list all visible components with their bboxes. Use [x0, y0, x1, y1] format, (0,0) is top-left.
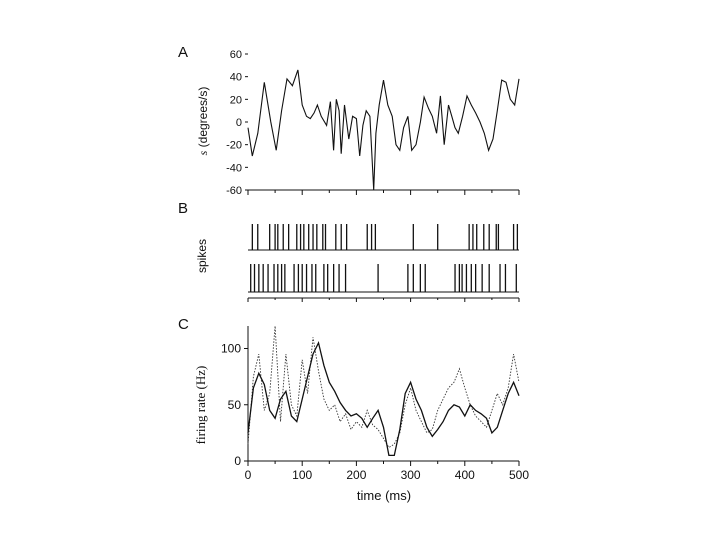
- panel-c-x-tick-label: 100: [292, 468, 312, 482]
- panel-a-y-tick-label: 0: [236, 117, 242, 129]
- panel-c-x-tick-label: 400: [455, 468, 475, 482]
- panel-c-x-tick-label: 200: [346, 468, 366, 482]
- panel-a-y-tick-label: -20: [226, 140, 242, 152]
- panel-c-y-ticks: 0 50 100: [221, 342, 248, 468]
- panel-a-letter: A: [178, 44, 188, 61]
- panel-a-series-line: [247, 69, 520, 191]
- panel-c-y-tick-label: 50: [228, 398, 242, 412]
- panel-b-x-ticks: [247, 298, 520, 302]
- panel-c-x-tick-label: 300: [401, 468, 421, 482]
- panel-a-ylabel-var: s: [196, 150, 210, 155]
- panel-b-spikes: [250, 224, 519, 292]
- panel-c-y-tick-label: 100: [221, 342, 241, 356]
- panel-b-ylabel: spikes: [195, 239, 209, 273]
- panel-c-letter: C: [178, 316, 189, 333]
- panel-a-y-ticks: 60 40 20 0 -20 -40 -60: [226, 49, 248, 197]
- panel-a: A s (degrees/s) 60 40 20 0 -20 -40 -60: [178, 44, 520, 197]
- panel-a-x-ticks: [247, 190, 520, 195]
- panel-b: B spikes: [178, 200, 520, 302]
- panel-a-y-tick-label: 40: [230, 72, 242, 84]
- panel-b-letter: B: [178, 200, 188, 217]
- panel-c-x-tick-label: 0: [245, 468, 252, 482]
- panel-a-y-tick-label: -40: [226, 162, 242, 174]
- panel-c-ylabel: firing rate (Hz): [193, 366, 208, 445]
- panel-c-xlabel: time (ms): [357, 488, 411, 503]
- panel-c-series-dotted: [247, 325, 520, 449]
- panel-a-ylabel-unit: (degrees/s): [196, 87, 210, 148]
- panel-c-y-tick-label: 0: [234, 454, 241, 468]
- panel-a-y-tick-label: 20: [230, 94, 242, 106]
- panel-c-series-solid: [247, 340, 520, 457]
- panel-a-y-tick-label: 60: [230, 49, 242, 61]
- panel-c-x-ticks: 0 100 200 300 400 500: [245, 461, 529, 482]
- panel-a-ylabel: s (degrees/s): [196, 87, 210, 156]
- panel-a-y-tick-label: -60: [226, 185, 242, 197]
- panel-c: C firing rate (Hz) 0 50 100 0 100 200 300 400 5…: [178, 316, 529, 503]
- panel-c-x-tick-label: 500: [509, 468, 529, 482]
